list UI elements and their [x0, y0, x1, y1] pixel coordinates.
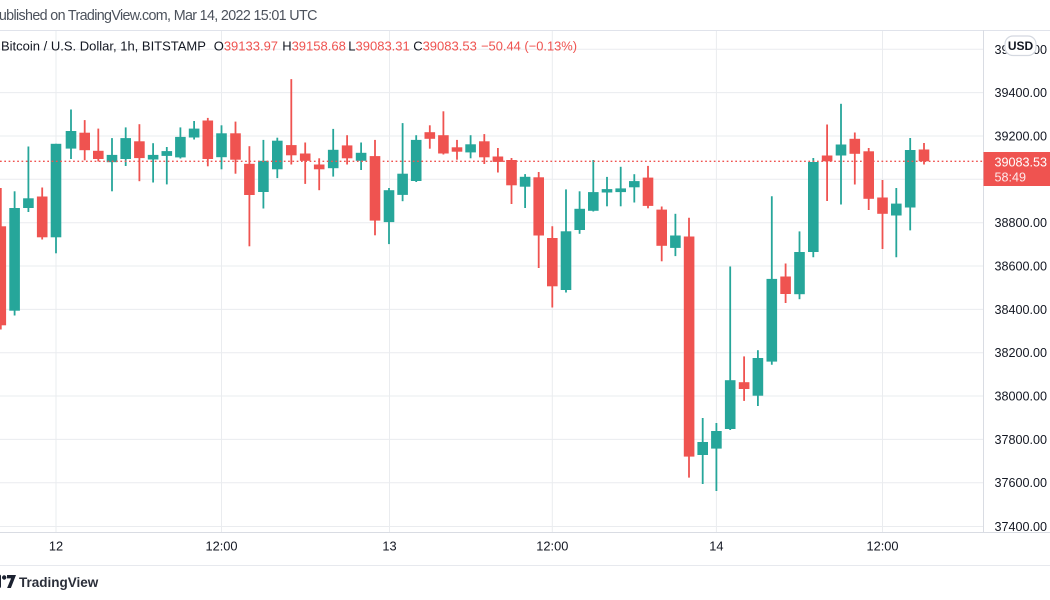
svg-text:TradingView: TradingView — [19, 575, 99, 590]
svg-text:13: 13 — [382, 539, 396, 554]
svg-text:USD: USD — [1008, 39, 1034, 53]
svg-text:Published on TradingView.com,: Published on TradingView.com, Mar 14, 20… — [0, 8, 317, 24]
svg-text:12:00: 12:00 — [205, 539, 237, 554]
svg-text:14: 14 — [709, 539, 723, 554]
svg-text:38000.00: 38000.00 — [995, 390, 1048, 404]
svg-text:12:00: 12:00 — [866, 539, 898, 554]
svg-text:39400.00: 39400.00 — [995, 86, 1048, 100]
svg-text:−50.44 (−0.13%): −50.44 (−0.13%) — [481, 39, 577, 54]
svg-text:38800.00: 38800.00 — [995, 216, 1048, 230]
svg-text:38600.00: 38600.00 — [995, 260, 1048, 274]
svg-text:58:49: 58:49 — [995, 171, 1027, 185]
svg-text:H39158.68: H39158.68 — [282, 39, 346, 54]
svg-text:37600.00: 37600.00 — [995, 476, 1048, 490]
svg-text:12:00: 12:00 — [536, 539, 568, 554]
svg-text:O39133.97: O39133.97 — [214, 39, 278, 54]
svg-text:39083.53: 39083.53 — [995, 156, 1048, 170]
svg-text:L39083.31: L39083.31 — [348, 39, 409, 54]
svg-text:37800.00: 37800.00 — [995, 433, 1048, 447]
svg-text:Bitcoin / U.S. Dollar, 1h, BIT: Bitcoin / U.S. Dollar, 1h, BITSTAMP — [1, 39, 206, 54]
svg-text:38200.00: 38200.00 — [995, 346, 1048, 360]
svg-text:37400.00: 37400.00 — [995, 520, 1048, 534]
svg-text:12: 12 — [49, 539, 63, 554]
svg-text:38400.00: 38400.00 — [995, 303, 1048, 317]
svg-text:C39083.53: C39083.53 — [413, 39, 477, 54]
svg-text:39200.00: 39200.00 — [995, 130, 1048, 144]
